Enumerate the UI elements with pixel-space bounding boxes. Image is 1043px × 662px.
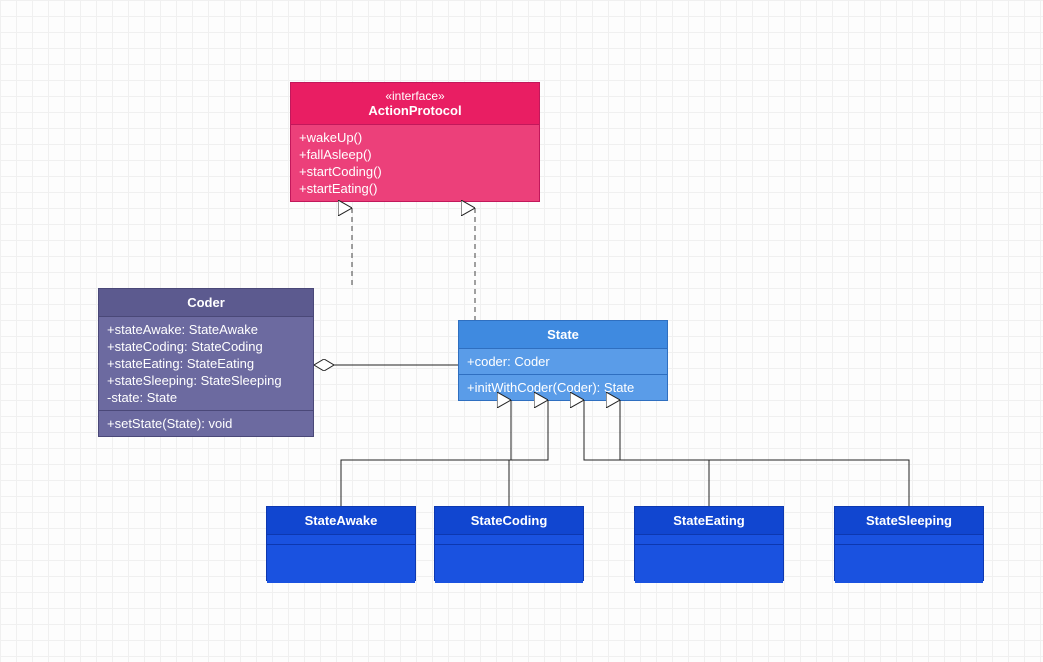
- class-state-coding: StateCoding: [434, 506, 584, 581]
- class-header: StateCoding: [435, 507, 583, 535]
- methods-section: +setState(State): void: [99, 411, 313, 436]
- attributes-section: [435, 535, 583, 545]
- class-name: StateEating: [673, 513, 745, 528]
- edge-statecoding-extends-state: [509, 400, 548, 506]
- attributes-section: +coder: Coder: [459, 349, 667, 375]
- methods-section: [435, 545, 583, 583]
- method-row: +startCoding(): [299, 163, 531, 180]
- method-row: +wakeUp(): [299, 129, 531, 146]
- method-row: +fallAsleep(): [299, 146, 531, 163]
- edge-stateawake-extends-state: [341, 400, 511, 506]
- class-header: State: [459, 321, 667, 349]
- class-state-awake: StateAwake: [266, 506, 416, 581]
- edge-statesleeping-extends-state: [620, 400, 909, 506]
- class-header: StateEating: [635, 507, 783, 535]
- attribute-row: -state: State: [107, 389, 305, 406]
- method-row: +startEating(): [299, 180, 531, 197]
- class-name: Coder: [187, 295, 225, 310]
- class-action-protocol: «interface» ActionProtocol +wakeUp() +fa…: [290, 82, 540, 202]
- class-name: StateSleeping: [866, 513, 952, 528]
- class-header: StateAwake: [267, 507, 415, 535]
- methods-section: [835, 545, 983, 583]
- method-row: +initWithCoder(Coder): State: [467, 379, 659, 396]
- attributes-section: [835, 535, 983, 545]
- class-state-eating: StateEating: [634, 506, 784, 581]
- attribute-row: +stateCoding: StateCoding: [107, 338, 305, 355]
- attribute-row: +stateEating: StateEating: [107, 355, 305, 372]
- class-name: ActionProtocol: [368, 103, 461, 118]
- method-row: +setState(State): void: [107, 415, 305, 432]
- attributes-section: +stateAwake: StateAwake +stateCoding: St…: [99, 317, 313, 411]
- methods-section: +wakeUp() +fallAsleep() +startCoding() +…: [291, 125, 539, 201]
- class-header: «interface» ActionProtocol: [291, 83, 539, 125]
- methods-section: [267, 545, 415, 583]
- class-coder: Coder +stateAwake: StateAwake +stateCodi…: [98, 288, 314, 437]
- attributes-section: [635, 535, 783, 545]
- edge-stateeating-extends-state: [584, 400, 709, 506]
- attribute-row: +stateSleeping: StateSleeping: [107, 372, 305, 389]
- methods-section: [635, 545, 783, 583]
- class-state: State +coder: Coder +initWithCoder(Coder…: [458, 320, 668, 401]
- methods-section: +initWithCoder(Coder): State: [459, 375, 667, 400]
- class-name: State: [547, 327, 579, 342]
- class-state-sleeping: StateSleeping: [834, 506, 984, 581]
- attributes-section: [267, 535, 415, 545]
- attribute-row: +coder: Coder: [467, 353, 659, 370]
- stereotype-label: «interface»: [299, 89, 531, 103]
- attribute-row: +stateAwake: StateAwake: [107, 321, 305, 338]
- class-name: StateAwake: [305, 513, 378, 528]
- class-header: Coder: [99, 289, 313, 317]
- class-name: StateCoding: [471, 513, 548, 528]
- class-header: StateSleeping: [835, 507, 983, 535]
